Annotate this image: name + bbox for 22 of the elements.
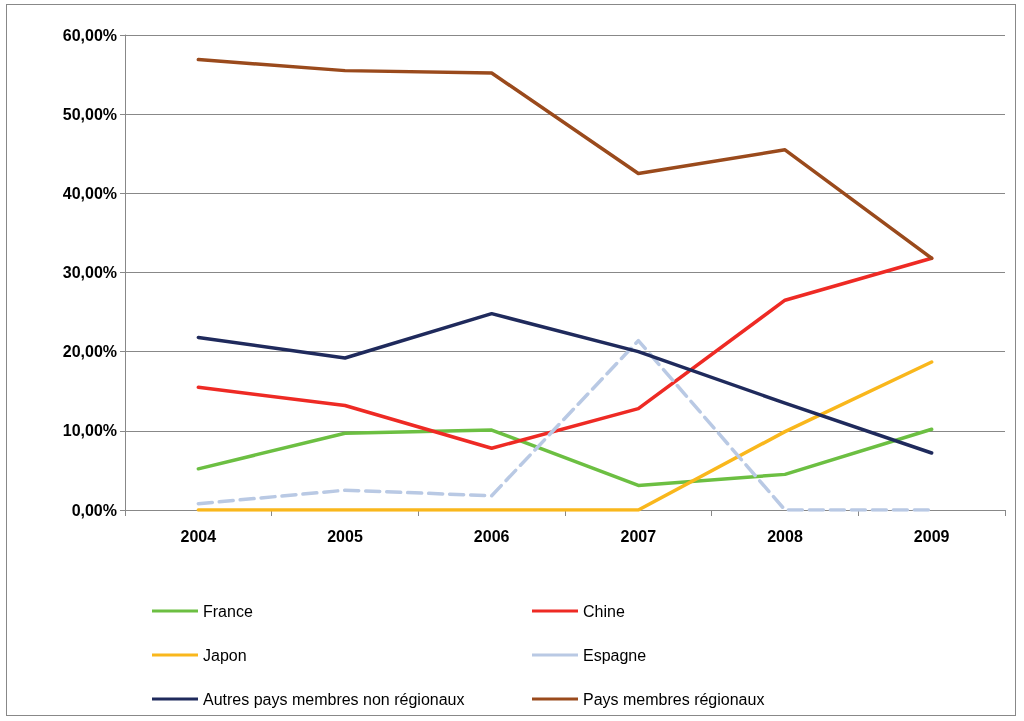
legend-label: France [203,602,253,620]
y-tick-label: 20,00% [62,343,117,361]
x-tick-label: 2006 [473,527,510,545]
y-tick-label: 0,00% [71,501,117,519]
line-series [196,57,934,260]
y-tick-label: 40,00% [62,184,117,202]
legend-label: Autres pays membres non régionaux [203,690,465,708]
x-tick-label: 2008 [767,527,803,545]
legend-label: Chine [583,602,625,620]
y-tick-label: 10,00% [62,422,117,440]
x-tick-label: 2007 [620,527,657,545]
legend-label: Pays membres régionaux [583,690,765,708]
x-tick-label: 2009 [913,527,950,545]
y-tick-label: 60,00% [62,26,117,44]
line-series [196,427,934,488]
y-tick-label: 50,00% [62,105,117,123]
y-tick-label: 30,00% [62,264,117,281]
legend-label: Japon [203,646,247,664]
x-tick-label: 2004 [180,527,217,545]
legend-label: Espagne [583,646,647,664]
line-series [196,311,934,455]
x-tick-label: 2005 [327,527,363,545]
